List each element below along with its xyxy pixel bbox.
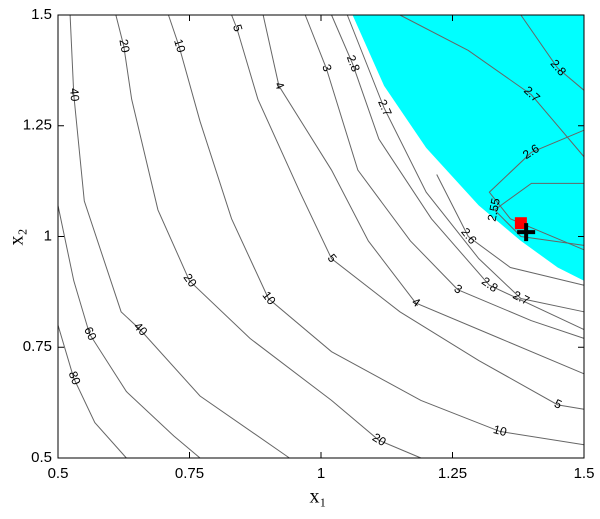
contour-label: 20: [116, 38, 132, 54]
contour-line: [346, 14, 585, 313]
contour-label: 20: [370, 430, 389, 449]
x-tick-label: 0.75: [175, 465, 204, 482]
x-tick-label: 1.5: [574, 465, 595, 482]
contour-label: 4: [272, 80, 288, 92]
contour-label: 2.8: [344, 53, 363, 74]
x-axis-label: x₁: [310, 486, 327, 508]
feasible-region: [352, 15, 584, 281]
contour-label: 40: [131, 319, 151, 339]
contour-line: [488, 129, 585, 251]
contour-line: [231, 14, 585, 410]
contour-line: [520, 14, 585, 91]
contour-label: 2.7: [511, 288, 532, 308]
contour-line: [167, 14, 585, 446]
contour-line: [115, 14, 422, 459]
contour-label: 3: [452, 281, 466, 297]
x-tick-label: 1.25: [438, 465, 467, 482]
x-tick-label: 0.5: [48, 465, 69, 482]
y-tick-label: 1.25: [23, 117, 52, 134]
contour-label: 3: [319, 62, 335, 73]
contour-line: [493, 182, 585, 246]
contour-line: [69, 14, 290, 459]
contour-label: 80: [66, 369, 84, 387]
estimate-marker: [517, 223, 536, 242]
contour-label: 10: [171, 37, 188, 54]
contour-line: [57, 324, 127, 459]
contour-line: [331, 14, 585, 330]
x-tick-label: 1: [317, 465, 325, 482]
y-tick-label: 0.75: [23, 338, 52, 355]
contour-label: 60: [81, 325, 100, 343]
contour-label: 10: [492, 422, 509, 439]
y-tick-label: 1: [44, 227, 52, 244]
optimum-marker: [514, 217, 527, 230]
contour-label: 5: [230, 23, 245, 34]
contour-label: 2.6: [458, 225, 480, 247]
contour-line: [262, 14, 585, 375]
y-tick-label: 0.5: [31, 449, 52, 466]
contour-line: [304, 14, 585, 339]
contour-label: 2.55: [485, 197, 503, 223]
contour-label: 2.7: [375, 97, 395, 118]
contour-label: 20: [181, 271, 200, 290]
contour-label: 40: [67, 87, 82, 102]
contour-line: [399, 14, 585, 158]
y-tick-label: 1.5: [31, 6, 52, 23]
y-axis-label: x₂: [6, 229, 28, 246]
contour-line: [57, 205, 201, 459]
contour-label: 5: [552, 396, 564, 412]
contour-line: [436, 174, 585, 286]
